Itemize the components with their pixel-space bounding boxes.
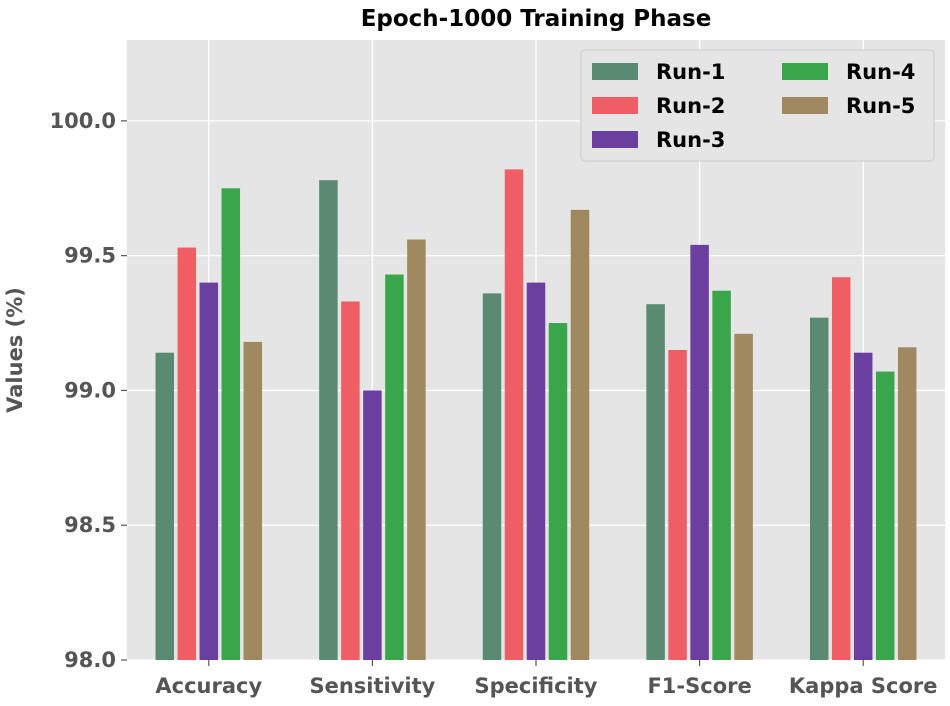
- legend-swatch-run-3: [592, 131, 638, 148]
- bar-run-5-kappa-score: [897, 347, 917, 660]
- y-axis-label: Values (%): [3, 287, 27, 413]
- legend-swatch-run-4: [782, 63, 828, 80]
- bar-run-3-specificity: [526, 282, 546, 660]
- bar-run-1-specificity: [482, 293, 502, 660]
- legend-label-run-3: Run-3: [656, 128, 725, 152]
- y-tick-label: 99.5: [64, 244, 116, 268]
- bar-run-4-specificity: [548, 323, 568, 660]
- legend-label-run-4: Run-4: [846, 60, 915, 84]
- legend-label-run-1: Run-1: [656, 60, 725, 84]
- x-tick-label: F1-Score: [647, 674, 751, 698]
- bar-run-5-specificity: [570, 209, 590, 660]
- x-tick-label: Sensitivity: [309, 674, 435, 698]
- bar-run-2-specificity: [504, 169, 524, 661]
- bar-run-3-sensitivity: [363, 390, 382, 660]
- x-tick-label: Specificity: [475, 674, 598, 698]
- y-tick-label: 98.5: [64, 513, 116, 537]
- bar-run-5-f1-score: [734, 333, 753, 660]
- y-tick-label: 98.0: [64, 648, 116, 672]
- bar-run-5-accuracy: [243, 341, 263, 660]
- bar-run-4-f1-score: [712, 290, 731, 660]
- chart-title: Epoch-1000 Training Phase: [361, 6, 712, 32]
- bar-run-1-sensitivity: [319, 180, 338, 660]
- x-tick-label: Accuracy: [155, 674, 262, 698]
- legend: Run-1 Run-2 Run-3 Run-4 Run-5: [580, 49, 935, 162]
- y-tick-label: 99.0: [64, 378, 116, 402]
- bar-run-2-f1-score: [668, 350, 687, 660]
- bar-run-3-f1-score: [690, 244, 709, 660]
- bars: [155, 169, 917, 661]
- legend-swatch-run-5: [782, 97, 828, 114]
- bar-run-5-sensitivity: [407, 239, 426, 660]
- legend-label-run-5: Run-5: [846, 94, 915, 118]
- bar-run-4-accuracy: [221, 188, 241, 660]
- bar-run-2-sensitivity: [341, 301, 360, 660]
- bar-run-1-f1-score: [646, 304, 665, 660]
- y-tick-label: 100.0: [50, 109, 116, 133]
- bar-run-3-kappa-score: [853, 352, 873, 660]
- bar-run-3-accuracy: [199, 282, 219, 660]
- x-tick-label: Kappa Score: [789, 674, 938, 698]
- bar-run-1-kappa-score: [809, 317, 829, 660]
- legend-label-run-2: Run-2: [656, 94, 725, 118]
- legend-swatch-run-2: [592, 97, 638, 114]
- legend-box: [580, 49, 935, 162]
- x-axis-ticks: Accuracy Sensitivity Specificity F1-Score Ka…: [155, 660, 937, 698]
- bar-run-4-kappa-score: [875, 371, 895, 660]
- bar-run-2-kappa-score: [831, 277, 851, 660]
- bar-run-2-accuracy: [177, 247, 197, 660]
- bar-run-4-sensitivity: [385, 274, 404, 660]
- legend-swatch-run-1: [592, 63, 638, 80]
- y-axis-ticks: 98.0 98.5 99.0 99.5 100.0: [50, 109, 127, 672]
- bar-run-1-accuracy: [155, 352, 175, 660]
